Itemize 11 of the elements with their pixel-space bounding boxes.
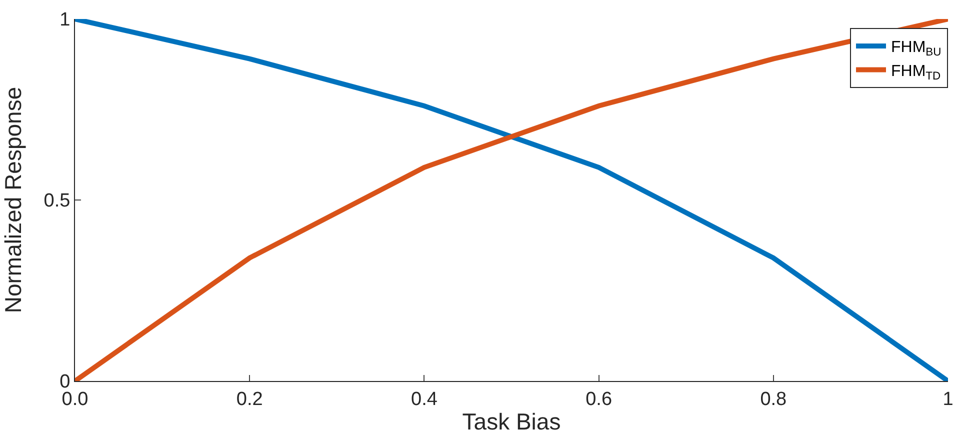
y-tick-label: 0.5 bbox=[44, 190, 70, 212]
x-axis-title: Task Bias bbox=[462, 408, 561, 434]
legend-label: FHM$_{BU}$ bbox=[891, 39, 942, 59]
x-tick-label: 1 bbox=[942, 388, 954, 410]
legend-label: FHM$_{TD}$ bbox=[891, 62, 941, 82]
x-tick-label: 0.6 bbox=[586, 388, 612, 410]
x-tick-label: 0.8 bbox=[760, 388, 787, 410]
x-tick-label: 0.2 bbox=[236, 388, 263, 410]
y-tick-label: 1 bbox=[60, 10, 70, 31]
y-axis-title: Normalized Response bbox=[0, 86, 26, 314]
x-tick-label: 0.4 bbox=[410, 388, 438, 410]
